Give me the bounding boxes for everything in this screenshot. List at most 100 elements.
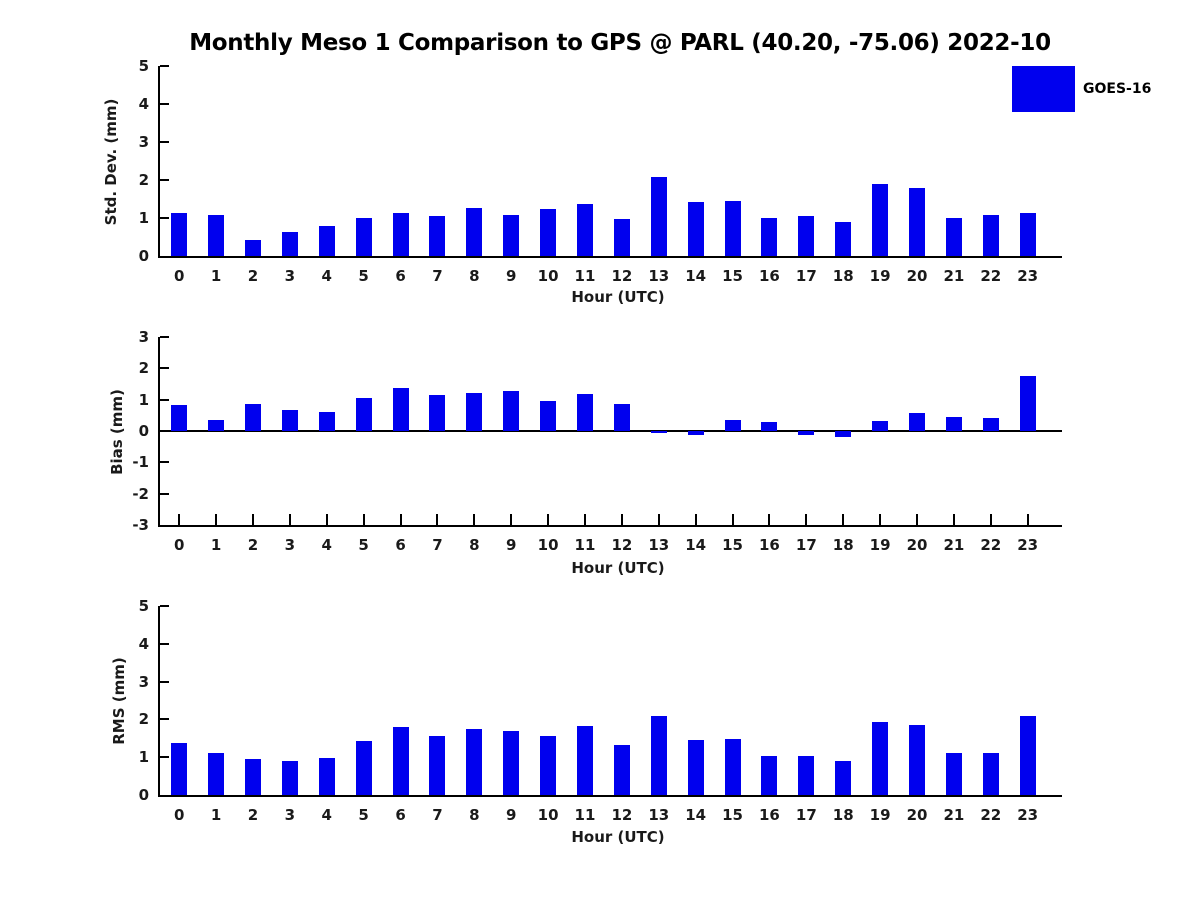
bar-hour-15 xyxy=(724,419,741,431)
bar-hour-4 xyxy=(318,757,335,795)
bar-hour-11 xyxy=(576,203,593,256)
x-tick-label: 11 xyxy=(574,536,596,554)
x-axis-label-hour-utc: Hour (UTC) xyxy=(571,559,665,577)
y-tick-mark xyxy=(160,680,169,683)
y-tick-mark xyxy=(160,718,169,721)
bar-hour-15 xyxy=(724,201,741,256)
x-tick-label: 14 xyxy=(685,267,707,285)
bar-hour-17 xyxy=(798,755,815,795)
x-tick-label: 16 xyxy=(759,536,780,554)
y-tick-label: -1 xyxy=(132,453,149,472)
bar-hour-6 xyxy=(392,387,409,431)
bar-hour-4 xyxy=(318,411,335,431)
bar-hour-1 xyxy=(208,419,225,431)
bar-hour-9 xyxy=(503,390,520,431)
bar-hour-14 xyxy=(687,740,704,795)
subplot-std-dev: Std. Dev. (mm) 0 1 2 3 4 5 0 1 2 3 4 5 6 7 8 9 10 11 12 13 1… xyxy=(0,57,1200,316)
bar-hour-12 xyxy=(613,403,630,431)
y-tick-label: 1 xyxy=(138,390,149,409)
y-tick-mark xyxy=(160,336,169,338)
x-tick-label: 13 xyxy=(648,536,670,554)
y-tick-label: 2 xyxy=(138,710,149,729)
x-tick-label: 6 xyxy=(395,806,406,824)
x-tick-label: 0 xyxy=(173,267,185,285)
bar-hour-3 xyxy=(281,231,298,256)
x-tick-label: 10 xyxy=(537,536,559,554)
bar-hour-10 xyxy=(540,401,557,431)
x-tick-label: 13 xyxy=(648,267,670,285)
y-tick-mark xyxy=(160,217,169,219)
x-tick-mark xyxy=(473,514,476,525)
x-tick-mark xyxy=(399,514,402,525)
x-tick-label: 12 xyxy=(611,806,633,824)
bar-hour-23 xyxy=(1019,716,1036,795)
x-tick-mark xyxy=(768,514,771,525)
x-tick-label: 10 xyxy=(537,267,559,285)
y-tick-mark xyxy=(160,642,169,645)
x-tick-label: 14 xyxy=(685,536,707,554)
x-tick-label: 1 xyxy=(210,806,222,824)
x-tick-label: 18 xyxy=(832,536,854,554)
x-tick-label: 17 xyxy=(795,536,817,554)
x-tick-label: 6 xyxy=(395,267,406,285)
subplot-bias: Bias (mm) -3 -2 -1 0 1 2 3 0 1 2 3 4 5 6 7 8 9 10 11 12 13 14… xyxy=(0,328,1200,587)
y-tick-label: 4 xyxy=(138,95,149,113)
x-tick-mark xyxy=(657,514,660,525)
x-tick-mark xyxy=(510,514,513,525)
x-tick-label: 15 xyxy=(722,267,743,285)
bar-hour-9 xyxy=(503,731,520,795)
bar-hour-20 xyxy=(909,725,926,795)
x-tick-label: 21 xyxy=(943,267,965,285)
x-tick-label: 5 xyxy=(358,806,369,824)
y-tick-mark xyxy=(160,605,169,607)
y-tick-label: 3 xyxy=(138,133,149,151)
y-tick-label: 2 xyxy=(138,171,149,189)
bar-hour-21 xyxy=(945,753,962,795)
x-tick-label: 21 xyxy=(943,536,965,554)
chart-title: Monthly Meso 1 Comparison to GPS @ PARL … xyxy=(189,30,1051,56)
bar-hour-7 xyxy=(429,395,446,431)
bar-hour-18 xyxy=(835,221,852,256)
y-tick-mark xyxy=(160,65,169,67)
y-tick-label: 0 xyxy=(138,786,149,804)
bar-hour-22 xyxy=(982,418,999,431)
x-tick-mark xyxy=(842,514,845,525)
x-tick-label: 4 xyxy=(321,536,332,554)
x-tick-label: 22 xyxy=(980,806,1002,824)
x-tick-mark xyxy=(288,514,291,525)
x-tick-label: 21 xyxy=(943,806,965,824)
x-tick-mark xyxy=(916,514,919,525)
bar-hour-21 xyxy=(945,416,962,431)
x-tick-label: 20 xyxy=(906,267,928,285)
x-tick-label: 11 xyxy=(574,267,596,285)
x-tick-label: 8 xyxy=(469,806,480,824)
x-tick-mark xyxy=(547,514,550,525)
bar-hour-15 xyxy=(724,739,741,795)
bar-hour-22 xyxy=(982,753,999,795)
x-tick-mark xyxy=(362,514,365,525)
legend-label-goes16: GOES-16 xyxy=(1083,81,1152,97)
bar-hour-8 xyxy=(466,729,483,795)
y-tick-mark xyxy=(160,179,169,181)
bar-hour-8 xyxy=(466,393,483,431)
legend-swatch-goes16 xyxy=(1012,66,1075,112)
bar-hour-16 xyxy=(761,421,778,431)
bar-hour-20 xyxy=(909,188,926,256)
x-tick-label: 9 xyxy=(505,536,517,554)
bar-hour-18 xyxy=(835,431,852,437)
x-tick-label: 12 xyxy=(611,267,633,285)
x-tick-label: 13 xyxy=(648,806,670,824)
x-tick-label: 5 xyxy=(358,267,369,285)
x-tick-label: 2 xyxy=(247,806,259,824)
x-tick-label: 3 xyxy=(284,806,296,824)
bar-hour-10 xyxy=(540,209,557,256)
y-tick-mark xyxy=(160,398,169,401)
x-tick-mark xyxy=(1026,514,1029,525)
y-axis-label-std-dev: Std. Dev. (mm) xyxy=(102,98,120,226)
y-tick-label: 3 xyxy=(138,328,149,346)
x-tick-label: 17 xyxy=(795,806,817,824)
bar-hour-20 xyxy=(909,413,926,431)
x-tick-label: 16 xyxy=(759,806,780,824)
bar-hour-10 xyxy=(540,735,557,795)
